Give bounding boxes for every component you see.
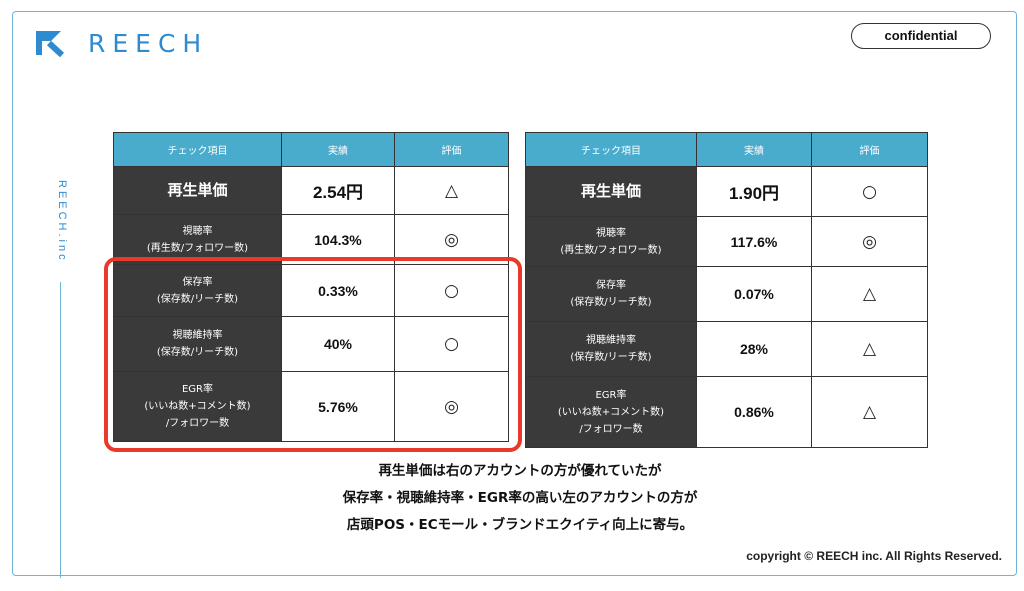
header-rating: 評価 <box>394 132 509 167</box>
row-rating: ○ <box>394 264 509 317</box>
row-label: EGR率 (いいね数+コメント数) /フォロワー数 <box>113 371 282 442</box>
row-rating: ○ <box>394 316 509 372</box>
vertical-brand-text: REECH.inc <box>56 180 68 263</box>
summary-line: 保存率・視聴維持率・EGR率の高い左のアカウントの方が <box>342 490 698 506</box>
row-rating: ◎ <box>811 216 928 267</box>
row-value: 28% <box>696 321 812 377</box>
summary-line: 再生単価は右のアカウントの方が優れていたが <box>378 463 662 479</box>
row-label: 保存率 (保存数/リーチ数) <box>525 266 697 322</box>
summary-text: 再生単価は右のアカウントの方が優れていたが 保存率・視聴維持率・EGR率の高い左… <box>200 458 840 539</box>
row-label: 視聴率 (再生数/フォロワー数) <box>525 216 697 267</box>
row-value: 104.3% <box>281 214 395 265</box>
row-value: 0.07% <box>696 266 812 322</box>
row-label: 視聴維持率 (保存数/リーチ数) <box>113 316 282 372</box>
summary-line: 店頭POS・ECモール・ブランドエクイティ向上に寄与。 <box>346 517 694 533</box>
confidential-badge: confidential <box>851 23 991 49</box>
table-row: 保存率 (保存数/リーチ数) 0.33% ○ <box>113 264 509 317</box>
row-value: 117.6% <box>696 216 812 267</box>
table-row: 視聴率 (再生数/フォロワー数) 117.6% ◎ <box>525 216 928 267</box>
row-label: 再生単価 <box>113 166 282 215</box>
row-value: 2.54円 <box>281 166 395 215</box>
row-label: 視聴維持率 (保存数/リーチ数) <box>525 321 697 377</box>
table-row: 保存率 (保存数/リーチ数) 0.07% △ <box>525 266 928 322</box>
table-row: 視聴維持率 (保存数/リーチ数) 40% ○ <box>113 316 509 372</box>
row-rating: △ <box>811 376 928 448</box>
header-result: 実績 <box>281 132 395 167</box>
reech-logo: REECH <box>36 28 208 58</box>
brand-name: REECH <box>88 28 209 58</box>
row-label: EGR率 (いいね数+コメント数) /フォロワー数 <box>525 376 697 448</box>
row-rating: △ <box>394 166 509 215</box>
row-value: 5.76% <box>281 371 395 442</box>
row-value: 0.33% <box>281 264 395 317</box>
row-rating: ◎ <box>394 214 509 265</box>
copyright-text: copyright © REECH inc. All Rights Reserv… <box>746 549 1002 563</box>
left-check-table: チェック項目 実績 評価 再生単価 2.54円 △ 視聴率 (再生数/フォロワー… <box>113 132 509 442</box>
row-rating: △ <box>811 266 928 322</box>
row-value: 0.86% <box>696 376 812 448</box>
right-check-table: チェック項目 実績 評価 再生単価 1.90円 ○ 視聴率 (再生数/フォロワー… <box>525 132 928 448</box>
row-value: 1.90円 <box>696 166 812 217</box>
table-row: 視聴率 (再生数/フォロワー数) 104.3% ◎ <box>113 214 509 265</box>
row-rating: ○ <box>811 166 928 217</box>
header-rating: 評価 <box>811 132 928 167</box>
table-row: 再生単価 1.90円 ○ <box>525 166 928 217</box>
vertical-divider <box>60 282 61 578</box>
table-row: EGR率 (いいね数+コメント数) /フォロワー数 5.76% ◎ <box>113 371 509 442</box>
header-check-item: チェック項目 <box>525 132 697 167</box>
header-result: 実績 <box>696 132 812 167</box>
row-rating: △ <box>811 321 928 377</box>
header-check-item: チェック項目 <box>113 132 282 167</box>
row-value: 40% <box>281 316 395 372</box>
row-rating: ◎ <box>394 371 509 442</box>
reech-logo-icon <box>36 31 65 58</box>
table-row: 再生単価 2.54円 △ <box>113 166 509 215</box>
table-row: EGR率 (いいね数+コメント数) /フォロワー数 0.86% △ <box>525 376 928 448</box>
table-row: 視聴維持率 (保存数/リーチ数) 28% △ <box>525 321 928 377</box>
row-label: 再生単価 <box>525 166 697 217</box>
row-label: 保存率 (保存数/リーチ数) <box>113 264 282 317</box>
row-label: 視聴率 (再生数/フォロワー数) <box>113 214 282 265</box>
